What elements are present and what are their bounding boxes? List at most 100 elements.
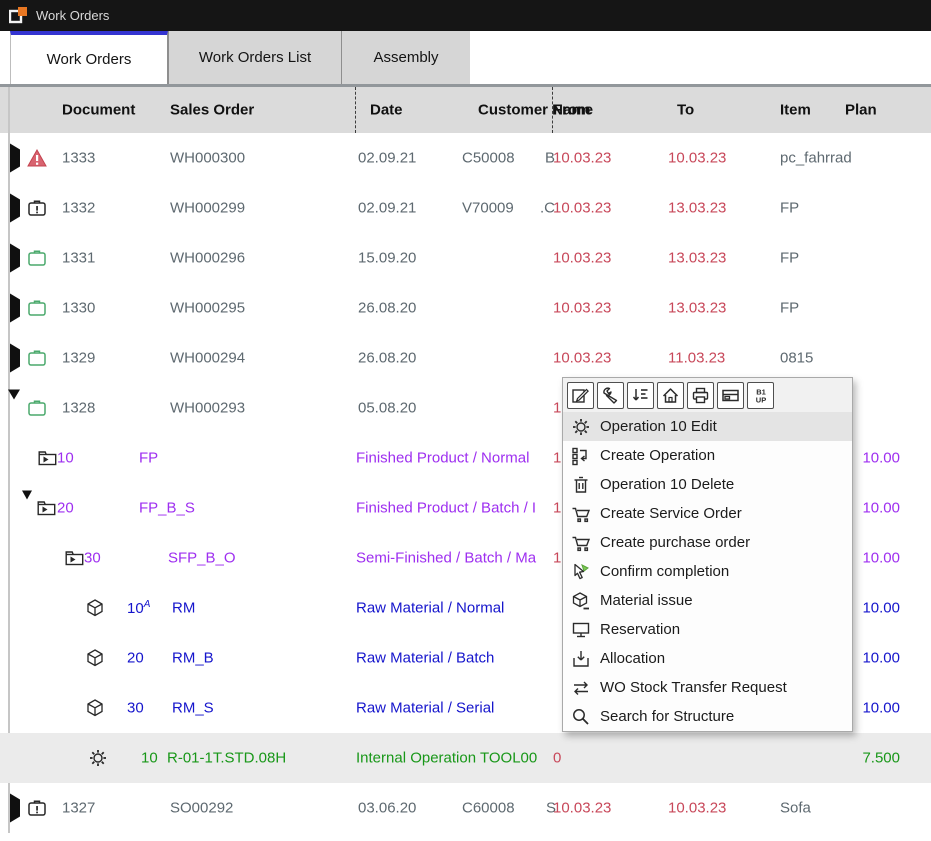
document-number: 1328 [62, 399, 96, 417]
work-order-row[interactable]: 1330 WH000295 26.08.20 10.03.23 13.03.23… [0, 283, 931, 333]
order-date: 05.08.20 [358, 399, 417, 417]
edit-icon[interactable] [567, 382, 594, 409]
menu-item-wo-stock-transfer-request[interactable]: WO Stock Transfer Request [563, 673, 852, 702]
cart-icon [570, 533, 592, 553]
item-code: RM [172, 599, 196, 617]
customer-name-fragment: .C [540, 199, 555, 217]
item-description: Finished Product / Normal [356, 449, 530, 467]
bom-component-row[interactable]: 10 FP Finished Product / Normal 1 10.00 [0, 433, 931, 483]
operation-code: 10A [127, 599, 151, 617]
tab-work-orders-list[interactable]: Work Orders List [168, 31, 341, 84]
column-header-document[interactable]: Document [62, 101, 136, 119]
menu-item-operation-delete[interactable]: Operation 10 Delete [563, 470, 852, 499]
document-number: 1331 [62, 249, 96, 267]
expand-icon[interactable] [10, 193, 20, 223]
bom-component-row[interactable]: 30 SFP_B_O Semi-Finished / Batch / Ma 1 … [0, 533, 931, 583]
from-date: 10.03.23 [553, 249, 612, 267]
trash-icon [570, 475, 592, 495]
document-number: 1333 [62, 149, 96, 167]
plan-quantity: 10.00 [862, 549, 900, 567]
menu-item-create-service-order[interactable]: Create Service Order [563, 499, 852, 528]
workorder-open-icon [27, 249, 47, 267]
expand-icon[interactable] [10, 343, 20, 373]
item-code: FP [780, 299, 800, 317]
menu-item-create-purchase-order[interactable]: Create purchase order [563, 528, 852, 557]
layout-icon[interactable] [717, 382, 744, 409]
work-order-row[interactable]: 1328 WH000293 05.08.20 1 [0, 383, 931, 433]
item-code: Sofa [780, 799, 811, 817]
operation-code: 10 [141, 749, 158, 767]
document-number: 1330 [62, 299, 96, 317]
print-icon[interactable] [687, 382, 714, 409]
from-date-sliver: 1 [553, 549, 562, 567]
work-order-row[interactable]: 1331 WH000296 15.09.20 10.03.23 13.03.23… [0, 233, 931, 283]
collapse-icon[interactable] [8, 389, 20, 417]
bom-component-row[interactable]: 30 RM_S Raw Material / Serial 10.00 [0, 683, 931, 733]
menu-item-label: Operation 10 Delete [600, 476, 735, 493]
table-header: Document Sales Order Date Customer Name … [0, 87, 931, 133]
customer-code: C60008 [462, 799, 515, 817]
item-description: Raw Material / Batch [356, 649, 495, 667]
expand-icon[interactable] [10, 293, 20, 323]
column-separator[interactable] [552, 87, 553, 133]
item-code: RM_B [172, 649, 214, 667]
context-menu: B1 UP Operation 10 Edit Create Operation … [562, 377, 853, 732]
collapse-icon[interactable] [22, 490, 32, 517]
menu-item-label: Create Service Order [600, 505, 742, 522]
column-header-to[interactable]: To [677, 101, 695, 119]
column-header-date[interactable]: Date [370, 101, 403, 119]
menu-item-confirm-completion[interactable]: Confirm completion [563, 557, 852, 586]
customer-name-fragment: S [545, 799, 556, 817]
menu-item-operation-edit[interactable]: Operation 10 Edit [563, 412, 852, 441]
tab-label: Assembly [373, 49, 439, 66]
item-description: Raw Material / Serial [356, 699, 495, 717]
home-icon[interactable] [657, 382, 684, 409]
material-issue-icon [570, 591, 592, 611]
item-code: FP [139, 449, 159, 467]
confirm-cursor-icon [570, 562, 592, 582]
workorder-alert-icon [27, 199, 47, 217]
menu-item-create-operation[interactable]: Create Operation [563, 441, 852, 470]
to-date: 13.03.23 [668, 249, 727, 267]
menu-item-search-for-structure[interactable]: Search for Structure [563, 702, 852, 731]
work-order-row[interactable]: 1329 WH000294 26.08.20 10.03.23 11.03.23… [0, 333, 931, 383]
work-order-row[interactable]: 1327 SO00292 03.06.20 C60008 S 10.03.23 … [0, 783, 931, 833]
cube-icon [85, 698, 105, 718]
work-order-row[interactable]: 1333 WH000300 02.09.21 C50008 B 10.03.23… [0, 133, 931, 183]
from-date: 10.03.23 [553, 149, 612, 167]
sort-list-icon[interactable] [627, 382, 654, 409]
expand-icon[interactable] [10, 243, 20, 273]
tab-assembly[interactable]: Assembly [341, 31, 470, 84]
bom-component-row[interactable]: 20 RM_B Raw Material / Batch 10.00 [0, 633, 931, 683]
tab-work-orders[interactable]: Work Orders [10, 31, 168, 84]
b1up-icon[interactable]: B1 UP [747, 382, 774, 409]
item-code: FP_B_S [139, 499, 195, 517]
column-header-item[interactable]: Item [780, 101, 811, 119]
plan-quantity: 10.00 [862, 649, 900, 667]
document-number: 1332 [62, 199, 96, 217]
menu-item-label: Operation 10 Edit [600, 418, 717, 435]
wrench-icon[interactable] [597, 382, 624, 409]
bom-component-row[interactable]: 20 FP_B_S Finished Product / Batch / I 1… [0, 483, 931, 533]
column-header-sales-order[interactable]: Sales Order [170, 101, 255, 119]
menu-item-reservation[interactable]: Reservation [563, 615, 852, 644]
column-separator[interactable] [355, 87, 356, 133]
operation-row[interactable]: 10 R-01-1T.STD.08H Internal Operation TO… [0, 733, 931, 783]
expand-icon[interactable] [10, 793, 20, 823]
folder-play-icon [65, 550, 84, 566]
item-code: RM_S [172, 699, 214, 717]
menu-item-material-issue[interactable]: Material issue [563, 586, 852, 615]
from-date: 10.03.23 [553, 349, 612, 367]
document-number: 1327 [62, 799, 96, 817]
column-header-customer-name[interactable]: Customer Name [478, 101, 594, 119]
work-order-row[interactable]: 1332 WH000299 02.09.21 V70009 .C 10.03.2… [0, 183, 931, 233]
plan-quantity: 10.00 [862, 449, 900, 467]
column-header-from[interactable]: From [553, 101, 591, 119]
bom-component-row[interactable]: 10A RM Raw Material / Normal 10.00 [0, 583, 931, 633]
order-date: 15.09.20 [358, 249, 417, 267]
svg-text:UP: UP [755, 396, 765, 405]
expand-icon[interactable] [10, 143, 20, 173]
menu-item-label: Create Operation [600, 447, 716, 464]
column-header-plan[interactable]: Plan [845, 101, 877, 119]
menu-item-allocation[interactable]: Allocation [563, 644, 852, 673]
